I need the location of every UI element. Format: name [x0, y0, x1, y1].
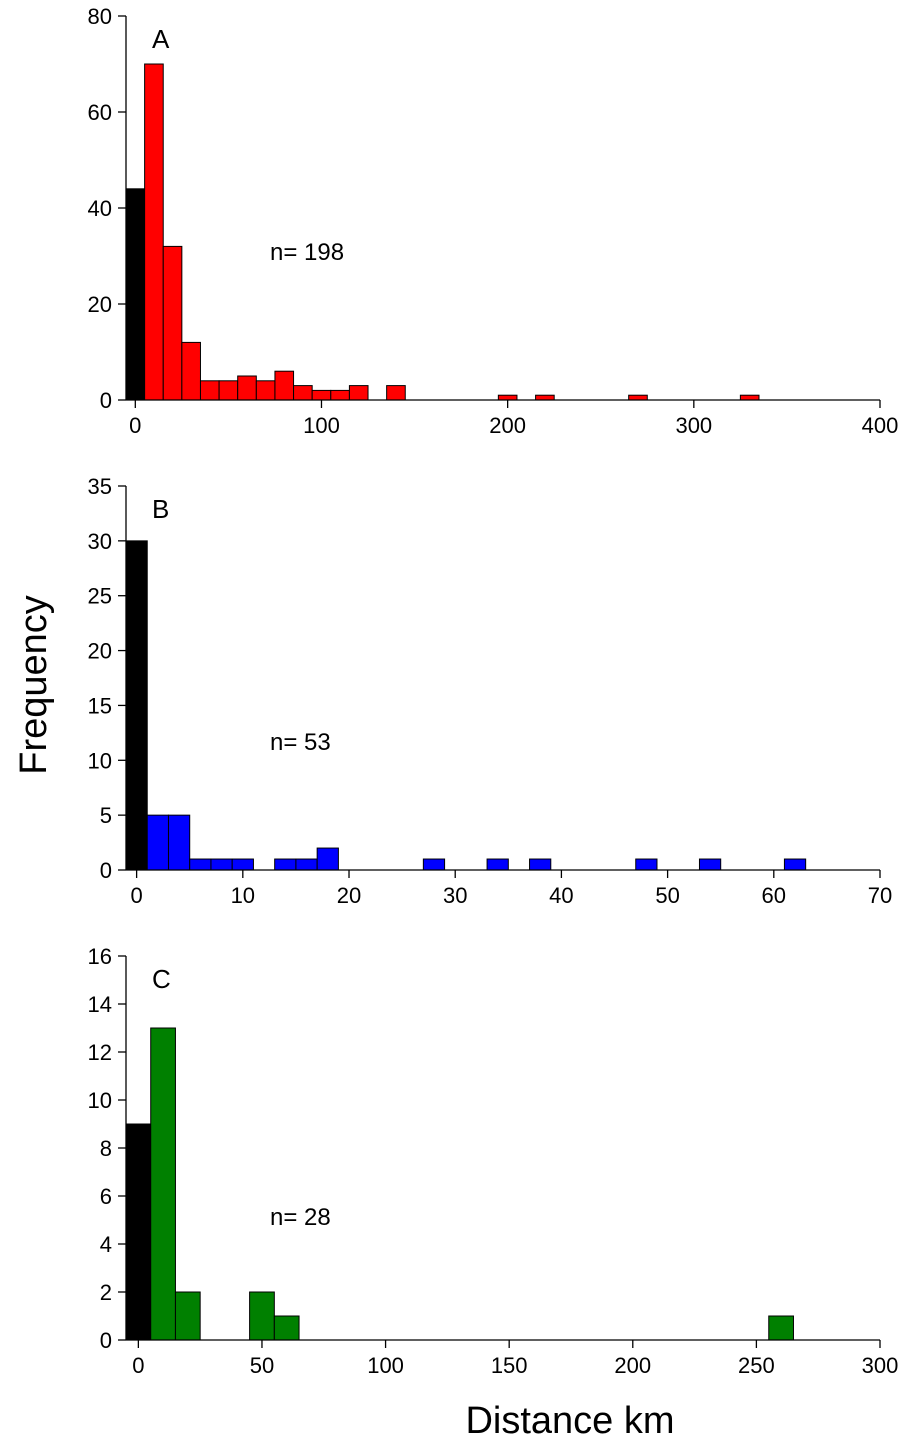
y-tick-label: 8 [100, 1136, 112, 1161]
histogram-bar [146, 814, 169, 871]
y-tick-label: 12 [88, 1040, 112, 1065]
histogram-bar [249, 1291, 275, 1341]
x-tick-label: 30 [443, 883, 467, 908]
histogram-bar [486, 858, 509, 871]
x-tick-label: 300 [862, 1353, 899, 1378]
x-tick-label: 400 [862, 413, 899, 438]
x-tick-label: 100 [303, 413, 340, 438]
panel-label: B [152, 494, 169, 524]
histogram-bar [125, 1123, 152, 1341]
histogram-bar [348, 385, 369, 401]
histogram-bar [255, 380, 276, 401]
histogram-bar [162, 245, 183, 401]
y-tick-label: 0 [100, 388, 112, 413]
histogram-bar [189, 858, 212, 871]
x-tick-label: 0 [130, 883, 142, 908]
histogram-bar [386, 385, 406, 401]
histogram-bar [150, 1027, 176, 1341]
x-tick-label: 300 [675, 413, 712, 438]
x-tick-label: 60 [762, 883, 786, 908]
histogram-bar [174, 1291, 201, 1341]
y-tick-label: 4 [100, 1232, 112, 1257]
x-tick-label: 0 [132, 1353, 144, 1378]
sample-size-annotation: n= 28 [270, 1204, 331, 1231]
histogram-bar [125, 540, 148, 871]
histogram-bar [273, 1315, 300, 1341]
histogram-bar [237, 375, 257, 401]
sample-size-annotation: n= 198 [270, 239, 344, 266]
histogram-bar [698, 858, 722, 871]
y-tick-label: 80 [88, 4, 112, 29]
histogram-bar [167, 814, 191, 871]
histogram-bar [635, 858, 658, 871]
histogram-bar [218, 380, 239, 401]
histogram-bar [295, 858, 318, 871]
histogram-bar [497, 394, 518, 401]
x-tick-label: 200 [489, 413, 526, 438]
y-tick-label: 40 [88, 196, 112, 221]
panel-label: C [152, 964, 171, 994]
histogram-bar [181, 341, 201, 401]
histogram-bar [529, 858, 552, 871]
histogram-bar [783, 858, 807, 871]
x-tick-label: 50 [655, 883, 679, 908]
chart-panel-a: 0 20 40 60 80 0 100 200 300 400 An= 198 [88, 4, 899, 438]
histogram-bar [274, 370, 295, 401]
histogram-bar [768, 1315, 794, 1341]
x-tick-label: 150 [491, 1353, 528, 1378]
histogram-bar [311, 389, 332, 401]
chart-panel-c: 0 2 4 6 8 10 12 14 16 0 50 100 150 200 250 300 Cn= 28 [88, 944, 899, 1378]
histogram-bar [316, 847, 339, 871]
y-tick-label: 20 [88, 292, 112, 317]
y-tick-label: 60 [88, 100, 112, 125]
panel-label: A [152, 24, 170, 54]
histogram-bar [422, 858, 446, 871]
x-tick-label: 10 [231, 883, 255, 908]
y-tick-label: 2 [100, 1280, 112, 1305]
histogram-bar [144, 63, 164, 401]
x-tick-label: 100 [367, 1353, 404, 1378]
histogram-bar [628, 394, 648, 401]
x-tick-label: 250 [738, 1353, 775, 1378]
chart-panel-b: 0 5 10 15 20 25 30 35 0 10 20 30 40 50 60 70 Bn= 53 [88, 474, 893, 908]
histogram-bar [210, 858, 233, 871]
y-tick-label: 15 [88, 693, 112, 718]
y-tick-label: 20 [88, 639, 112, 664]
y-tick-label: 30 [88, 529, 112, 554]
histogram-bar [231, 858, 254, 871]
histogram-bar [739, 394, 760, 401]
y-tick-label: 35 [88, 474, 112, 499]
y-tick-label: 14 [88, 992, 112, 1017]
histogram-bar [330, 389, 350, 401]
y-tick-label: 5 [100, 803, 112, 828]
histogram-bar [199, 380, 220, 401]
y-axis-label: Frequency [13, 595, 55, 775]
y-tick-label: 10 [88, 1088, 112, 1113]
histogram-bar [125, 188, 146, 401]
x-tick-label: 200 [614, 1353, 651, 1378]
y-tick-label: 25 [88, 584, 112, 609]
histogram-bar [293, 385, 313, 401]
x-tick-label: 0 [129, 413, 141, 438]
x-axis-label: Distance km [465, 1400, 674, 1442]
histogram-bar [535, 394, 555, 401]
y-tick-label: 0 [100, 858, 112, 883]
x-tick-label: 20 [337, 883, 361, 908]
sample-size-annotation: n= 53 [270, 729, 331, 756]
y-tick-label: 16 [88, 944, 112, 969]
x-tick-label: 70 [868, 883, 892, 908]
y-tick-label: 0 [100, 1328, 112, 1353]
histogram-bar [274, 858, 297, 871]
y-tick-label: 6 [100, 1184, 112, 1209]
x-tick-label: 50 [250, 1353, 274, 1378]
x-tick-label: 40 [549, 883, 573, 908]
y-tick-label: 10 [88, 748, 112, 773]
